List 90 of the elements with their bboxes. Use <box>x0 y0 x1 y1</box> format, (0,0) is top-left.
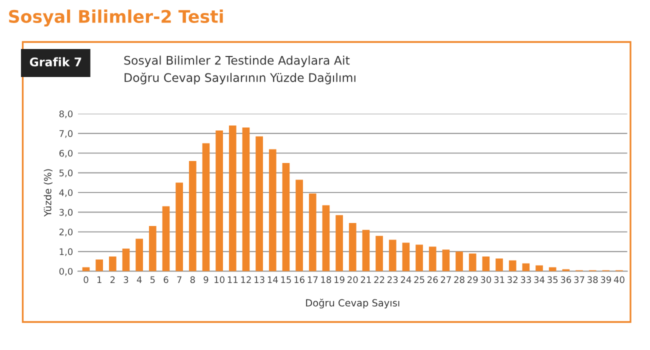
bar <box>256 136 263 272</box>
x-tick-label: 33 <box>520 276 531 284</box>
x-tick-label: 36 <box>560 276 572 284</box>
x-tick-label: 1 <box>97 276 102 283</box>
bar <box>402 242 410 272</box>
y-tick-label: 5,0 <box>59 170 73 178</box>
y-tick-label: 6,0 <box>59 150 73 158</box>
x-tick-label: 18 <box>321 276 332 284</box>
x-tick-label: 24 <box>400 276 412 283</box>
x-tick-label: 4 <box>136 276 142 283</box>
bar <box>456 252 463 272</box>
x-tick-label: 21 <box>360 276 371 283</box>
x-tick-label: 40 <box>614 276 624 284</box>
text: Grafik 7 <box>30 57 82 66</box>
x-tick-label: 17 <box>308 276 318 283</box>
bar <box>336 215 343 272</box>
bar <box>188 161 196 272</box>
x-tick-label: 12 <box>241 276 251 283</box>
y-tick-label: 8,0 <box>59 110 73 118</box>
bar <box>496 258 503 272</box>
x-tick-label: 31 <box>494 276 504 284</box>
bar <box>108 256 116 272</box>
y-tick-label: 2,0 <box>59 228 73 236</box>
y-axis-title: Yüzde (%) <box>44 169 52 217</box>
bar <box>268 149 276 272</box>
y-tick-label: 4,0 <box>59 189 73 197</box>
x-axis-title: Doğru Cevap Sayısı <box>306 298 400 308</box>
x-tick-label: 16 <box>294 276 304 284</box>
bar <box>242 128 250 272</box>
bar <box>122 248 130 272</box>
chart-subtitle: Sosyal Bilimler 2 Testinde Adaylara Ait Doğru Cevap Sayılarının Yüzde Dağılımı <box>124 56 356 84</box>
x-tick-label: 28 <box>454 276 464 284</box>
y-tick-label: 0,0 <box>59 268 73 276</box>
x-tick-label: 27 <box>440 276 451 283</box>
bar <box>136 238 143 272</box>
bar <box>442 250 450 272</box>
x-tick-label: 25 <box>414 276 424 284</box>
x-tick-label: 22 <box>374 276 384 283</box>
x-tick-label: 5 <box>150 276 155 284</box>
x-tick-label: 0 <box>84 276 88 284</box>
x-tick-label: 23 <box>388 276 398 284</box>
bar <box>548 267 556 272</box>
x-tick-label: 30 <box>480 276 492 284</box>
x-tick-label: 6 <box>164 276 168 284</box>
bar <box>388 240 396 272</box>
bar <box>376 236 383 272</box>
bar <box>308 193 316 272</box>
x-tick-label: 20 <box>348 276 358 284</box>
bar <box>322 205 330 272</box>
bar <box>508 260 516 272</box>
bar <box>216 130 223 272</box>
x-tick-label: 35 <box>548 276 558 284</box>
x-tick-label: 14 <box>268 276 278 283</box>
bar <box>162 206 170 272</box>
x-tick-label: 8 <box>190 276 195 284</box>
bar <box>416 244 423 272</box>
x-tick-label: 29 <box>468 276 478 284</box>
bar <box>228 126 236 272</box>
chart-title: Sosyal Bilimler-2 Testi <box>9 10 223 26</box>
y-tick-label: 1,0 <box>60 248 73 256</box>
bar <box>482 256 490 272</box>
x-tick-label: 37 <box>574 276 584 284</box>
bar <box>362 230 370 272</box>
x-tick-label: 9 <box>204 276 208 284</box>
x-tick-label: 10 <box>214 276 224 284</box>
bar <box>348 223 356 272</box>
x-tick-label: 26 <box>428 276 438 284</box>
x-tick-label: 15 <box>281 276 291 284</box>
bar <box>282 162 290 272</box>
bar <box>96 259 103 272</box>
bar <box>428 246 436 272</box>
bar <box>202 143 210 272</box>
bar <box>468 254 476 272</box>
x-tick-label: 13 <box>254 276 264 284</box>
bar <box>148 226 156 272</box>
x-tick-label: 19 <box>334 276 344 284</box>
y-tick-label: 7,0 <box>60 130 73 138</box>
bar <box>296 180 303 272</box>
x-tick-label: 32 <box>508 276 518 284</box>
x-tick-label: 7 <box>177 276 182 283</box>
bar <box>176 182 183 272</box>
x-tick-label: 38 <box>588 276 598 284</box>
y-tick-label: 3,0 <box>59 208 73 217</box>
x-tick-label: 39 <box>600 276 612 284</box>
bar <box>522 263 530 272</box>
x-tick-label: 3 <box>124 276 128 284</box>
x-tick-label: 11 <box>228 276 238 283</box>
x-tick-label: 34 <box>534 276 544 284</box>
bar <box>536 265 543 272</box>
x-tick-label: 2 <box>110 276 115 283</box>
